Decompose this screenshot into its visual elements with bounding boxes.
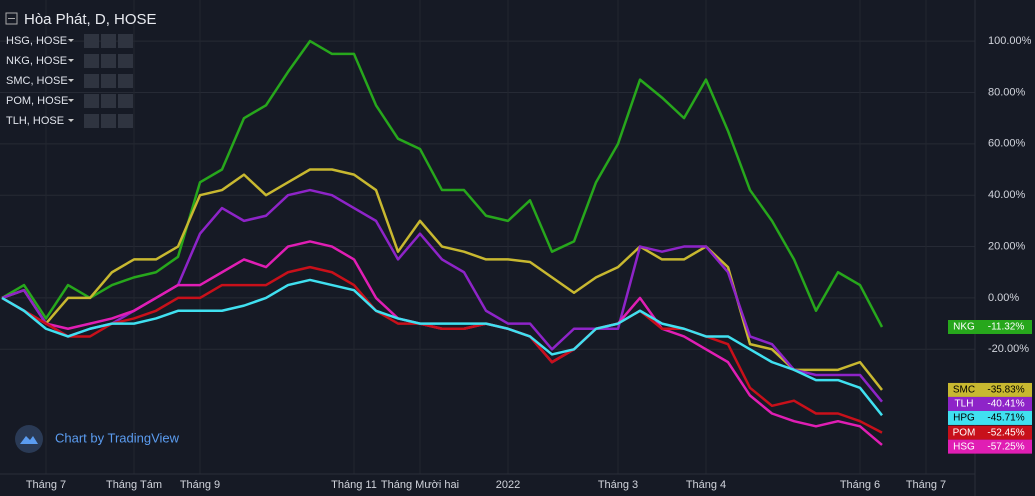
badge-value-box: [980, 410, 1032, 425]
legend-dropdown[interactable]: [68, 79, 74, 82]
badge-name: HPG: [953, 413, 975, 424]
grid: [0, 0, 975, 474]
badge-name: SMC: [953, 385, 975, 396]
legend-button[interactable]: [84, 74, 99, 88]
y-tick-label: 100.00%: [988, 35, 1032, 47]
badge-name: HSG: [953, 441, 975, 452]
legend-button[interactable]: [84, 34, 99, 48]
legend-button[interactable]: [118, 34, 133, 48]
x-tick-label: Tháng 6: [840, 479, 880, 491]
badge-name: NKG: [953, 322, 975, 333]
legend-button[interactable]: [118, 114, 133, 128]
badge-name-box: [948, 396, 980, 411]
badge-value-box: [980, 382, 1032, 397]
legend-button[interactable]: [101, 94, 116, 108]
series-line: [1, 265, 883, 434]
x-tick-label: Tháng 9: [180, 479, 220, 491]
series-line: [1, 278, 883, 417]
legend-button[interactable]: [84, 114, 99, 128]
legend-button[interactable]: [118, 94, 133, 108]
badge-value: -52.45%: [987, 427, 1024, 438]
legend: HSG, HOSE NKG, HOSE SMC, HOSE POM, HOSE TLH,…: [6, 34, 133, 128]
badge-name-box: [948, 382, 980, 397]
plot: [1, 39, 884, 446]
legend-entry[interactable]: SMC, HOSE: [6, 75, 68, 87]
legend-dropdown[interactable]: [68, 99, 74, 102]
legend-button[interactable]: [84, 94, 99, 108]
legend-dropdown[interactable]: [68, 59, 74, 62]
y-tick-label: 40.00%: [988, 189, 1026, 201]
x-tick-label: Tháng 4: [686, 479, 726, 491]
badge-value: -57.25%: [987, 441, 1024, 452]
legend-button[interactable]: [118, 54, 133, 68]
badge-value: -45.71%: [987, 413, 1024, 424]
x-tick-label: Tháng 3: [598, 479, 638, 491]
y-tick-label: -20.00%: [988, 343, 1029, 355]
badge-name-box: [948, 319, 980, 334]
y-tick-label: 0.00%: [988, 292, 1019, 304]
x-tick-label: 2022: [496, 479, 520, 491]
legend-dropdown[interactable]: [68, 119, 74, 122]
badge-value: -35.83%: [987, 385, 1024, 396]
badge-value-box: [980, 439, 1032, 454]
legend-entry[interactable]: TLH, HOSE: [6, 115, 64, 127]
watermark-text[interactable]: Chart by TradingView: [55, 430, 180, 445]
y-tick-label: 80.00%: [988, 86, 1026, 98]
legend-button[interactable]: [101, 54, 116, 68]
badge-name-box: [948, 439, 980, 454]
legend-button[interactable]: [101, 114, 116, 128]
legend-button[interactable]: [101, 34, 116, 48]
badge-value: -11.32%: [988, 322, 1025, 333]
legend-entry[interactable]: HSG, HOSE: [6, 35, 67, 47]
legend-button[interactable]: [118, 74, 133, 88]
legend-entry[interactable]: NKG, HOSE: [6, 55, 67, 67]
price-badges: NKG -11.32% SMC -35.83% TLH -40.41% HPG -45.71%…: [948, 319, 1032, 454]
x-tick-label: Tháng 7: [906, 479, 946, 491]
x-tick-label: Tháng 11: [331, 479, 377, 491]
x-tick-label: Tháng 7: [26, 479, 66, 491]
y-tick-label: 20.00%: [988, 240, 1026, 252]
logo-icon: [20, 436, 38, 444]
series-line: [1, 39, 884, 328]
badge-value-box: [980, 319, 1032, 334]
x-tick-label: Tháng Tám: [106, 479, 162, 491]
badge-value-box: [980, 425, 1032, 440]
x-tick-label: Tháng Mười hai: [381, 479, 459, 491]
legend-button[interactable]: [84, 54, 99, 68]
legend-button[interactable]: [101, 74, 116, 88]
legend-dropdown[interactable]: [68, 39, 74, 42]
badge-value: -40.41%: [987, 399, 1024, 410]
badge-name-box: [948, 425, 980, 440]
badge-name: POM: [953, 427, 976, 438]
badge-name: TLH: [955, 399, 974, 410]
badge-value-box: [980, 396, 1032, 411]
watermark: Chart by TradingView: [15, 425, 180, 453]
legend-entry[interactable]: POM, HOSE: [6, 95, 68, 107]
y-tick-label: 60.00%: [988, 138, 1026, 150]
collapse-toggle[interactable]: [5, 12, 18, 25]
badge-name-box: [948, 410, 980, 425]
chart-title[interactable]: Hòa Phát, D, HOSE: [24, 11, 157, 28]
